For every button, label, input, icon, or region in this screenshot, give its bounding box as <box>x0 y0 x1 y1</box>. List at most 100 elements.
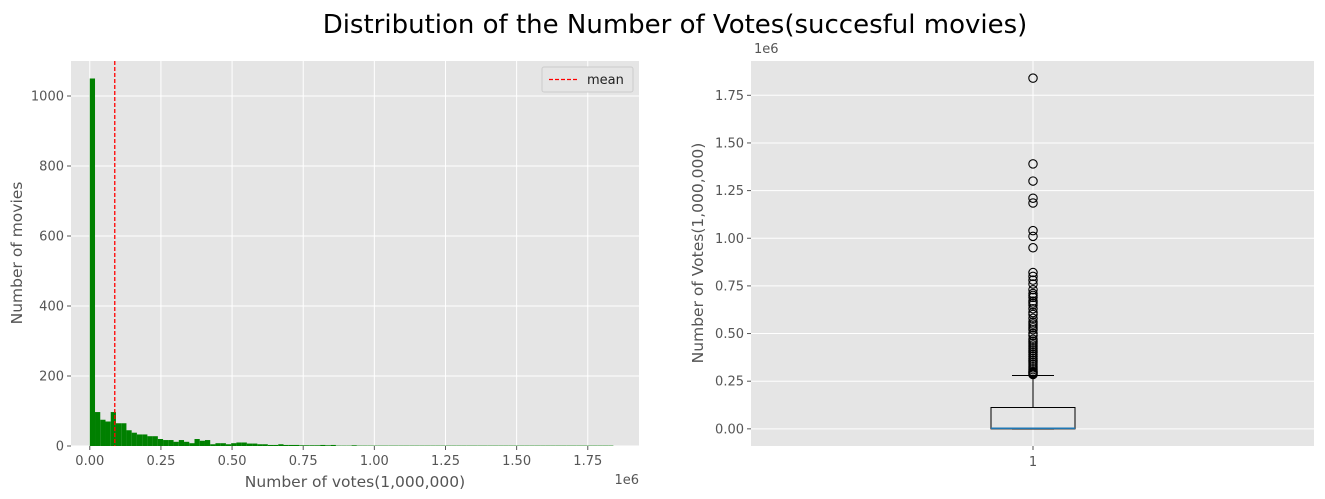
histogram-bar <box>288 444 294 446</box>
boxplot-axes: 0.00 0.25 0.50 0.75 1.00 1.25 1.50 1.75 1 1e6 N… <box>689 42 1314 470</box>
histogram-bar <box>220 443 226 446</box>
boxplot-y-tick-label: 0.25 <box>715 375 744 390</box>
histogram-bar <box>241 442 247 446</box>
histogram-bar <box>136 434 143 446</box>
histogram-axes: 0.00 0.25 0.50 0.75 1.00 1.25 1.50 1.75 0 200 400… <box>8 61 639 491</box>
boxplot-outlier <box>1028 193 1038 203</box>
histogram-bar <box>262 444 268 446</box>
histogram-bar <box>100 419 106 446</box>
histogram-bar <box>231 443 237 446</box>
histogram-bar <box>95 412 101 446</box>
boxplot-outlier <box>1028 198 1038 208</box>
histogram-bar <box>304 445 310 446</box>
histogram-bar <box>121 423 127 446</box>
histogram-bar <box>252 443 258 446</box>
boxplot-y-axis-label: Number of Votes(1,000,000) <box>689 143 707 364</box>
boxplot-outlier <box>1028 267 1038 278</box>
histogram-grid <box>71 61 639 447</box>
histogram-bar <box>147 436 153 446</box>
legend: mean <box>541 66 634 93</box>
histogram-x-offset-label: 1e6 <box>614 473 639 488</box>
histogram-bar <box>168 440 174 446</box>
histogram-bar <box>152 436 158 446</box>
legend-mean-label: mean <box>587 73 624 88</box>
boxplot-outlier <box>1028 324 1038 335</box>
histogram-bar <box>273 444 279 446</box>
histogram-bar <box>131 432 137 446</box>
boxplot-y-tick-label: 1.75 <box>715 89 744 104</box>
histogram-plot-area <box>71 61 639 446</box>
histogram-bar <box>110 412 116 446</box>
boxplot-y-tick-label: 1.25 <box>715 184 744 199</box>
histogram-bar <box>126 430 132 446</box>
histogram-bar <box>163 440 169 446</box>
histogram-bar <box>157 439 164 446</box>
boxplot-y-tick-label: 0.75 <box>715 279 744 294</box>
histogram-bar <box>299 445 305 446</box>
histogram-bar <box>215 443 221 446</box>
boxplot-outlier <box>1028 369 1038 380</box>
boxplot-outlier <box>1028 271 1038 282</box>
boxplot-outlier <box>1028 309 1038 320</box>
histogram-bar <box>225 444 232 446</box>
boxplot-outlier <box>1028 292 1038 303</box>
histogram-bar <box>105 421 111 446</box>
histogram-bar <box>173 441 179 446</box>
histogram-bar <box>293 444 300 446</box>
histogram-bar <box>142 434 148 446</box>
histogram-bar <box>210 444 216 446</box>
histogram-bar <box>309 445 315 446</box>
histogram-y-tick-label: 1000 <box>31 90 64 105</box>
boxplot-outlier <box>1028 159 1038 169</box>
histogram-bar <box>184 441 190 446</box>
histogram-bar <box>351 445 357 446</box>
boxplot-outlier <box>1028 225 1038 236</box>
histogram-x-tick-label: 0.50 <box>218 454 247 469</box>
boxplot-outlier <box>1028 313 1038 324</box>
histogram-x-tick-label: 1.75 <box>573 454 602 469</box>
boxplot-x-tick-label: 1 <box>1029 455 1037 470</box>
boxplot-outlier <box>1028 243 1038 253</box>
histogram-x-tick-label: 0.00 <box>75 454 104 469</box>
histogram-y-tick-label: 600 <box>39 230 64 245</box>
histogram-bar <box>283 444 289 446</box>
histogram-bar <box>194 439 200 446</box>
histogram-bar <box>115 423 122 446</box>
histogram-x-ticks: 0.00 0.25 0.50 0.75 1.00 1.25 1.50 1.75 <box>75 446 602 469</box>
boxplot-outlier <box>1028 300 1038 310</box>
histogram-bar <box>267 444 274 446</box>
histogram-bar <box>246 443 253 446</box>
boxplot-y-offset-label: 1e6 <box>754 42 779 57</box>
histogram-bar <box>178 440 185 446</box>
boxplot-outlier <box>1028 284 1038 295</box>
boxplot-outlier <box>1028 176 1038 186</box>
histogram-bar <box>325 445 331 446</box>
histogram-y-tick-label: 400 <box>39 300 64 315</box>
histogram-bars <box>89 78 614 446</box>
histogram-y-tick-label: 800 <box>39 160 64 175</box>
histogram-y-axis-label: Number of movies <box>8 182 26 325</box>
histogram-x-tick-label: 1.25 <box>431 454 460 469</box>
histogram-y-tick-label: 0 <box>56 440 64 455</box>
boxplot-outlier <box>1028 330 1038 341</box>
histogram-x-tick-label: 0.25 <box>146 454 175 469</box>
boxplot-y-tick-label: 1.50 <box>715 136 744 151</box>
histogram-y-tick-label: 200 <box>39 370 64 385</box>
boxplot-outliers <box>1028 73 1038 380</box>
boxplot-outlier <box>1028 73 1038 83</box>
boxplot-y-tick-label: 0.50 <box>715 327 744 342</box>
histogram-y-ticks: 0 200 400 600 800 1000 <box>31 90 71 455</box>
histogram-x-tick-label: 1.00 <box>360 454 389 469</box>
boxplot-outlier <box>1028 275 1038 285</box>
histogram-bar <box>330 444 336 446</box>
boxplot-y-ticks: 0.00 0.25 0.50 0.75 1.00 1.25 1.50 1.75 <box>715 89 751 437</box>
histogram-x-tick-label: 0.75 <box>289 454 318 469</box>
histogram-bar <box>236 442 242 446</box>
histogram-bar <box>199 440 205 446</box>
histogram-bar <box>189 443 195 446</box>
histogram-bar <box>257 444 263 446</box>
boxplot-y-tick-label: 1.00 <box>715 232 744 247</box>
histogram-bar <box>89 78 96 446</box>
boxplot-y-tick-label: 0.00 <box>715 422 744 437</box>
